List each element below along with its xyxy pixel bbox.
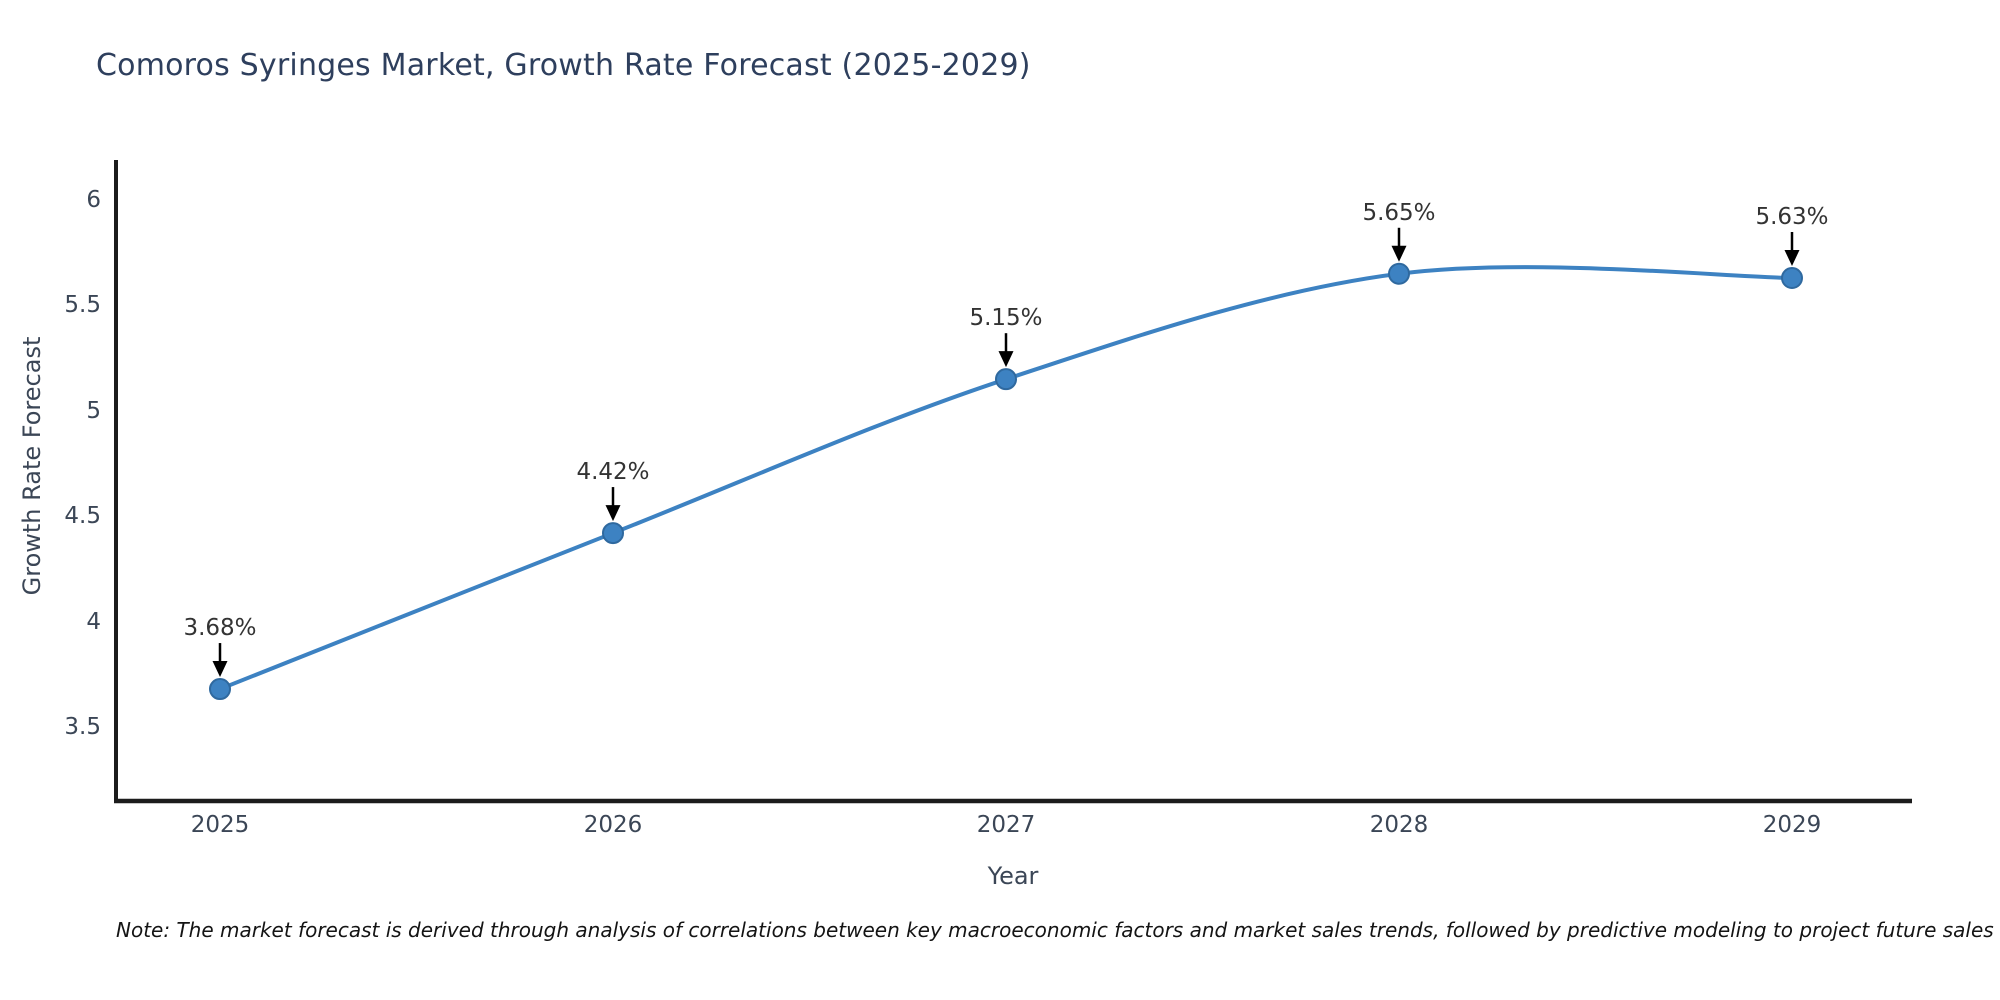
footnote: Note: The market forecast is derived thr…: [116, 918, 1994, 942]
y-tick-label: 6: [86, 187, 101, 213]
data-point-2025: [209, 678, 231, 701]
y-tick-label: 4: [86, 608, 101, 635]
x-tick-label: 2025: [190, 812, 250, 838]
x-axis-title: Year: [987, 862, 1039, 890]
y-tick-label: 4.5: [64, 503, 101, 530]
annotation-arrow-head: [605, 505, 621, 522]
data-point-label: 4.42%: [576, 459, 650, 486]
data-point-2026: [602, 522, 624, 545]
data-point-label: 5.65%: [1362, 199, 1436, 226]
data-point-label: 3.68%: [183, 615, 257, 642]
x-tick-label: 2027: [976, 812, 1036, 838]
annotation-arrow-head: [998, 351, 1014, 368]
data-point-label: 5.15%: [969, 305, 1043, 332]
annotation-arrow-head: [1391, 245, 1407, 262]
data-point-2029: [1781, 266, 1803, 289]
y-tick-label: 3.5: [64, 714, 101, 740]
x-tick-label: 2029: [1762, 812, 1822, 838]
y-tick-label: 5: [86, 397, 101, 424]
x-tick-label: 2028: [1369, 812, 1429, 838]
x-tick-label: 2026: [583, 812, 643, 838]
annotation-arrow-head: [1784, 249, 1800, 266]
data-point-2028: [1388, 262, 1410, 285]
data-point-label: 5.63%: [1755, 203, 1829, 230]
y-tick-label: 5.5: [64, 292, 101, 319]
data-point-2027: [995, 368, 1017, 391]
chart-title: Comoros Syringes Market, Growth Rate For…: [96, 48, 1031, 83]
annotation-arrow-head: [212, 661, 228, 678]
